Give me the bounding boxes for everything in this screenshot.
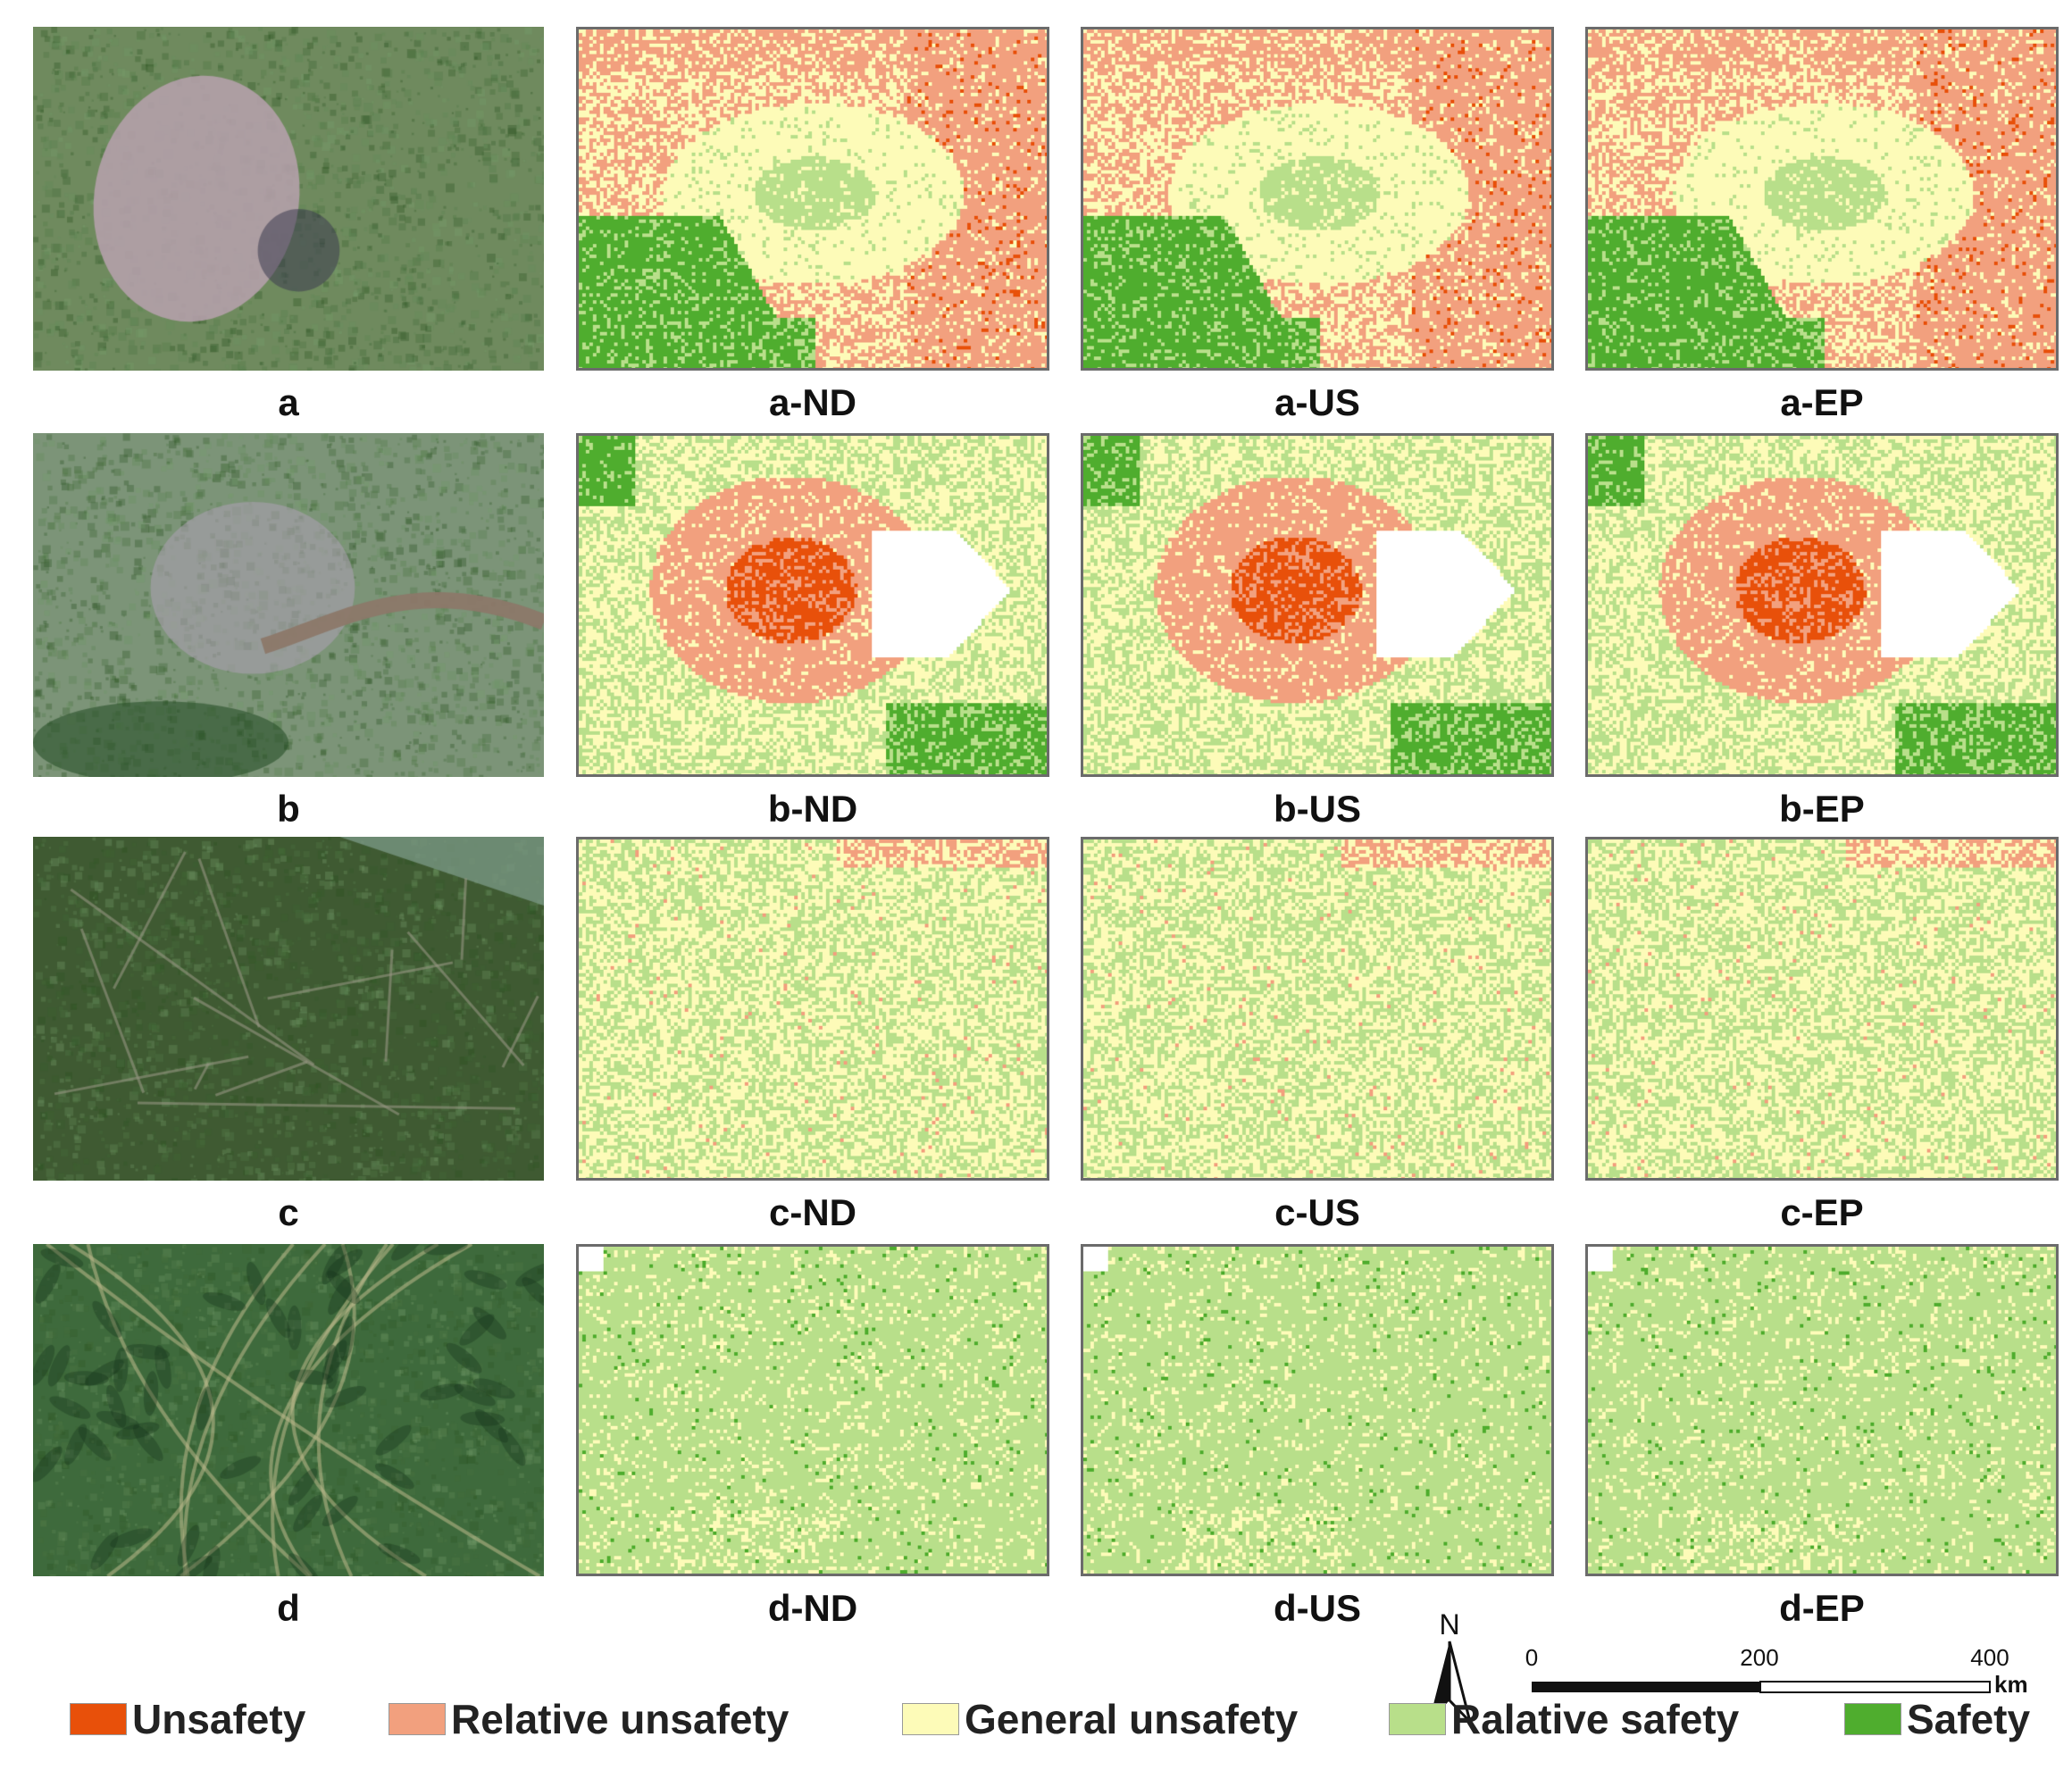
legend-item-unsafety: Unsafety bbox=[70, 1692, 305, 1746]
panel-caption: d-EP bbox=[1779, 1587, 1865, 1629]
panel-caption: d bbox=[277, 1587, 300, 1629]
legend-label: Relative unsafety bbox=[451, 1696, 790, 1742]
satellite-image-d bbox=[33, 1244, 544, 1576]
scale-unit: km bbox=[1994, 1671, 2028, 1698]
scale-bar: 0 200 400 km bbox=[1505, 1639, 2059, 1710]
legend-label: General unsafety bbox=[965, 1696, 1299, 1742]
legend-label: Ralative safety bbox=[1451, 1696, 1740, 1742]
panel-caption: c-US bbox=[1274, 1191, 1360, 1233]
legend-swatch bbox=[70, 1703, 127, 1735]
scale-tick-200: 200 bbox=[1740, 1644, 1778, 1671]
panel-caption: b-ND bbox=[767, 788, 858, 830]
safety-map-a-us bbox=[1081, 27, 1554, 371]
safety-map-d-nd bbox=[576, 1244, 1049, 1576]
panel-caption: b bbox=[277, 788, 300, 830]
legend-label: Safety bbox=[1907, 1696, 2031, 1742]
legend-item-general-unsafety: General unsafety bbox=[902, 1692, 1298, 1746]
safety-map-d-ep bbox=[1585, 1244, 2059, 1576]
safety-map-c-nd bbox=[576, 837, 1049, 1181]
legend-label: Unsafety bbox=[132, 1696, 306, 1742]
panel-caption: a-EP bbox=[1780, 381, 1864, 423]
safety-map-b-us bbox=[1081, 433, 1554, 777]
north-arrow-icon: N bbox=[1429, 1608, 1473, 1727]
panel-caption: c-ND bbox=[768, 1191, 856, 1233]
satellite-image-c bbox=[33, 837, 544, 1181]
panel-caption: c bbox=[278, 1191, 299, 1233]
legend-item-safety: Safety bbox=[1844, 1692, 2030, 1746]
panel-caption: a-US bbox=[1274, 381, 1360, 423]
legend-swatch bbox=[1389, 1703, 1446, 1735]
panel-caption: a-ND bbox=[768, 381, 856, 423]
safety-map-c-us bbox=[1081, 837, 1554, 1181]
north-label: N bbox=[1439, 1608, 1459, 1641]
panel-caption: a bbox=[278, 381, 299, 423]
safety-map-a-ep bbox=[1585, 27, 2059, 371]
satellite-image-a bbox=[33, 27, 544, 371]
panel-caption: b-EP bbox=[1779, 788, 1865, 830]
legend-swatch bbox=[902, 1703, 959, 1735]
north-arrow: N bbox=[1409, 1607, 1490, 1733]
scale-tick-400: 400 bbox=[1970, 1644, 2009, 1671]
panel-caption: d-US bbox=[1274, 1587, 1361, 1629]
panel-caption: c-EP bbox=[1780, 1191, 1864, 1233]
safety-map-b-nd bbox=[576, 433, 1049, 777]
safety-map-d-us bbox=[1081, 1244, 1554, 1576]
safety-map-b-ep bbox=[1585, 433, 2059, 777]
scale-tick-0: 0 bbox=[1525, 1644, 1538, 1671]
satellite-image-b bbox=[33, 433, 544, 777]
legend: Unsafety Relative unsafety General unsaf… bbox=[0, 1692, 2072, 1773]
legend-swatch bbox=[388, 1703, 446, 1735]
panel-caption: d-ND bbox=[767, 1587, 858, 1629]
legend-item-relative-safety: Ralative safety bbox=[1389, 1692, 1739, 1746]
legend-swatch bbox=[1844, 1703, 1901, 1735]
panel-caption: b-US bbox=[1274, 788, 1361, 830]
safety-map-c-ep bbox=[1585, 837, 2059, 1181]
safety-map-a-nd bbox=[576, 27, 1049, 371]
legend-item-relative-unsafety: Relative unsafety bbox=[388, 1692, 789, 1746]
